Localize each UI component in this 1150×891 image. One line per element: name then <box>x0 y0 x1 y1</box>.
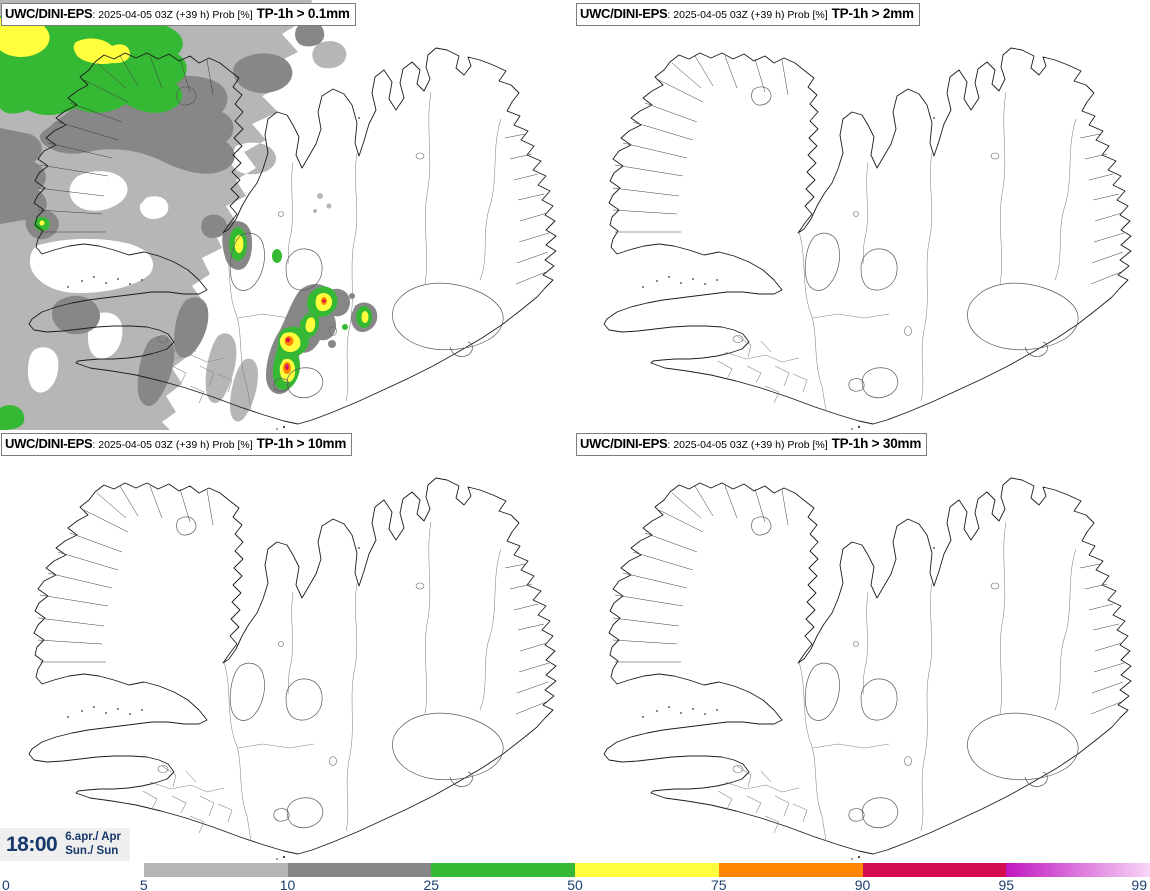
map-panel-tp-2mm: UWC/DINI-EPS: 2025-04-05 03Z (+39 h) Pro… <box>575 0 1150 430</box>
colorbar-tick-label: 5 <box>139 877 148 891</box>
colorbar-tick-label: 90 <box>854 877 871 891</box>
map-panel-tp-0p1mm: UWC/DINI-EPS: 2025-04-05 03Z (+39 h) Pro… <box>0 0 575 430</box>
valid-time-box: 18:00 6.apr./ Apr Sun./ Sun <box>0 828 131 861</box>
run-info: : 2025-04-05 03Z (+39 h) Prob [%] <box>667 9 828 21</box>
iceland-basemap <box>603 477 1132 860</box>
iceland-basemap <box>603 47 1132 430</box>
valid-date: 6.apr./ Apr Sun./ Sun <box>65 831 121 859</box>
colorbar-tick-label: 0 <box>2 877 10 891</box>
probability-overlay <box>0 0 378 430</box>
colorbar-segment-5-10 <box>143 863 288 877</box>
valid-time: 18:00 <box>6 832 58 856</box>
panel-title: UWC/DINI-EPS: 2025-04-05 03Z (+39 h) Pro… <box>1 3 356 26</box>
valid-date-line2: Sun./ Sun <box>65 844 119 857</box>
colorbar-tick-label: 95 <box>998 877 1015 891</box>
run-info: : 2025-04-05 03Z (+39 h) Prob [%] <box>92 439 253 451</box>
colorbar-ticks: 0 5 10 25 50 75 90 95 99 <box>0 877 1150 891</box>
threshold-label: TP-1h > 30mm <box>831 436 922 451</box>
colorbar-segment-90-95 <box>862 863 1007 877</box>
legend-bar: 0 5 10 25 50 75 90 95 99 <box>0 860 1150 891</box>
map-panel-tp-10mm: UWC/DINI-EPS: 2025-04-05 03Z (+39 h) Pro… <box>0 430 575 860</box>
colorbar-tick-label: 25 <box>423 877 440 891</box>
colorbar-segment-75-90 <box>718 863 863 877</box>
colorbar-segment-25-50 <box>431 863 575 877</box>
panel-title: UWC/DINI-EPS: 2025-04-05 03Z (+39 h) Pro… <box>576 433 928 456</box>
map-panel-tp-30mm: UWC/DINI-EPS: 2025-04-05 03Z (+39 h) Pro… <box>575 430 1150 860</box>
colorbar-segment-10-25 <box>287 863 432 877</box>
colorbar-segment-95-99 <box>1006 863 1150 877</box>
model-label: UWC/DINI-EPS <box>5 436 93 451</box>
panel-title: UWC/DINI-EPS: 2025-04-05 03Z (+39 h) Pro… <box>576 3 920 26</box>
colorbar-tick-label: 75 <box>710 877 727 891</box>
colorbar <box>0 863 1150 877</box>
threshold-label: TP-1h > 2mm <box>831 6 914 21</box>
model-label: UWC/DINI-EPS <box>580 6 668 21</box>
colorbar-segment-50-75 <box>575 863 719 877</box>
threshold-label: TP-1h > 0.1mm <box>256 6 350 21</box>
model-label: UWC/DINI-EPS <box>5 6 93 21</box>
iceland-basemap <box>28 47 557 430</box>
colorbar-tick-label: 99 <box>1131 877 1147 891</box>
iceland-basemap <box>28 477 557 860</box>
run-info: : 2025-04-05 03Z (+39 h) Prob [%] <box>92 9 253 21</box>
model-label: UWC/DINI-EPS <box>580 436 668 451</box>
valid-date-line1: 6.apr./ Apr <box>65 830 122 843</box>
colorbar-tick-label: 10 <box>279 877 296 891</box>
threshold-label: TP-1h > 10mm <box>256 436 347 451</box>
run-info: : 2025-04-05 03Z (+39 h) Prob [%] <box>667 439 828 451</box>
colorbar-tick-label: 50 <box>567 877 583 891</box>
panel-title: UWC/DINI-EPS: 2025-04-05 03Z (+39 h) Pro… <box>1 433 353 456</box>
